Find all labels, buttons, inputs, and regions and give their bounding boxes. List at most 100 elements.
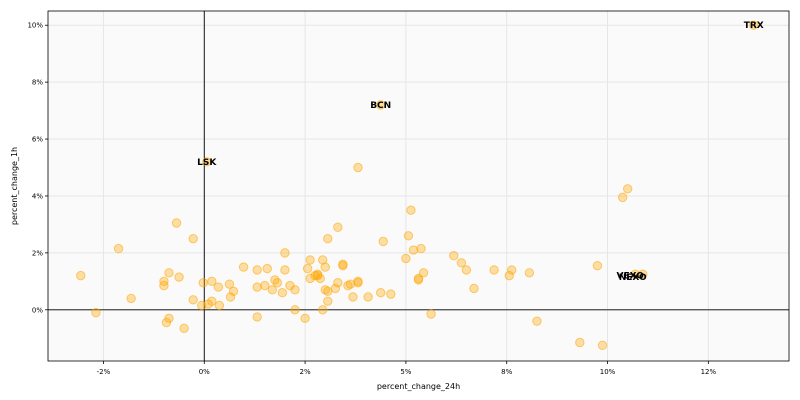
data-point — [363, 292, 373, 302]
data-point — [333, 278, 343, 288]
x-tick-label: 12% — [701, 368, 717, 376]
data-point — [272, 278, 283, 288]
data-point — [406, 205, 416, 215]
data-point — [408, 245, 419, 255]
annotation-label: BCN — [370, 101, 391, 111]
data-point — [267, 285, 278, 295]
y-tick-label: 4% — [32, 192, 43, 200]
data-point — [401, 253, 411, 264]
data-point — [171, 218, 182, 228]
y-tick-label: 2% — [32, 249, 43, 257]
annotation-label: VEXO — [617, 272, 645, 282]
data-point — [418, 268, 429, 278]
annotation-label: NEXO — [619, 273, 647, 283]
data-point — [76, 270, 86, 281]
data-point — [323, 296, 333, 306]
data-point — [504, 270, 514, 281]
data-point — [225, 292, 236, 302]
plot-background — [48, 11, 789, 361]
x-tick-label: 8% — [501, 368, 512, 376]
data-point — [353, 162, 363, 173]
data-point — [330, 283, 341, 294]
data-point — [489, 265, 499, 275]
data-point — [320, 262, 330, 272]
data-point — [575, 337, 585, 348]
data-point — [188, 233, 198, 244]
annotation-label: LSK — [197, 158, 217, 168]
y-tick-label: 10% — [27, 22, 43, 30]
data-point — [252, 312, 262, 322]
x-tick-label: 10% — [600, 368, 616, 376]
data-point — [524, 268, 535, 278]
data-point — [638, 269, 648, 279]
data-point — [469, 283, 479, 294]
data-point — [290, 285, 300, 295]
data-point — [318, 255, 328, 265]
data-point — [338, 260, 348, 271]
data-point — [305, 255, 315, 265]
data-point — [749, 20, 759, 30]
data-point — [213, 282, 224, 292]
data-point — [597, 340, 608, 351]
data-points — [76, 20, 759, 351]
data-point — [260, 280, 270, 291]
data-point — [198, 278, 208, 288]
data-point — [252, 265, 262, 275]
y-tick-label: 0% — [32, 306, 43, 314]
data-point — [449, 251, 459, 261]
data-point — [617, 192, 628, 203]
data-point — [323, 233, 333, 244]
x-axis-ticks: -2% 0% 2% 5% 8% 10% 12% — [97, 361, 717, 376]
data-point — [277, 288, 288, 298]
data-point — [207, 296, 217, 306]
data-point — [315, 273, 325, 284]
data-point — [224, 279, 235, 289]
data-point — [202, 157, 212, 167]
data-point — [280, 265, 290, 275]
annotation-label: TRX — [744, 21, 764, 31]
y-axis-label: percent_change_1h — [10, 147, 19, 225]
data-point — [456, 258, 467, 268]
data-point — [630, 269, 640, 279]
data-point — [386, 289, 396, 299]
data-point — [507, 265, 517, 275]
data-point — [126, 293, 136, 304]
y-tick-label: 8% — [32, 79, 43, 87]
data-point — [207, 276, 217, 287]
data-point — [228, 286, 239, 296]
x-axis-label: percent_change_24h — [377, 382, 460, 391]
data-point — [280, 248, 290, 258]
data-point — [333, 222, 343, 232]
x-tick-label: 2% — [300, 368, 311, 376]
data-point — [262, 263, 272, 274]
x-tick-label: -2% — [97, 368, 111, 376]
data-point — [164, 313, 174, 324]
data-point — [159, 280, 169, 291]
data-point — [378, 236, 388, 247]
data-point — [252, 282, 262, 292]
x-tick-label: 5% — [400, 368, 411, 376]
data-point — [348, 292, 358, 302]
data-point — [353, 276, 363, 287]
data-point — [375, 100, 386, 110]
data-point — [300, 313, 310, 324]
y-axis-ticks: 0% 2% 4% 6% 8% 10% — [27, 22, 48, 314]
y-tick-label: 6% — [32, 136, 43, 144]
data-point — [113, 243, 124, 254]
grid-lines — [48, 11, 789, 361]
data-point — [622, 184, 633, 194]
data-point — [318, 305, 328, 315]
data-point — [416, 243, 426, 254]
data-point — [290, 305, 300, 315]
data-point — [174, 272, 184, 282]
plot-frame — [47, 10, 790, 362]
data-point — [461, 265, 472, 275]
data-point — [214, 300, 225, 311]
data-point — [91, 307, 101, 318]
data-point — [179, 323, 189, 333]
data-point — [238, 262, 249, 272]
data-point — [426, 309, 436, 319]
data-point — [164, 268, 174, 278]
data-point — [403, 231, 414, 241]
